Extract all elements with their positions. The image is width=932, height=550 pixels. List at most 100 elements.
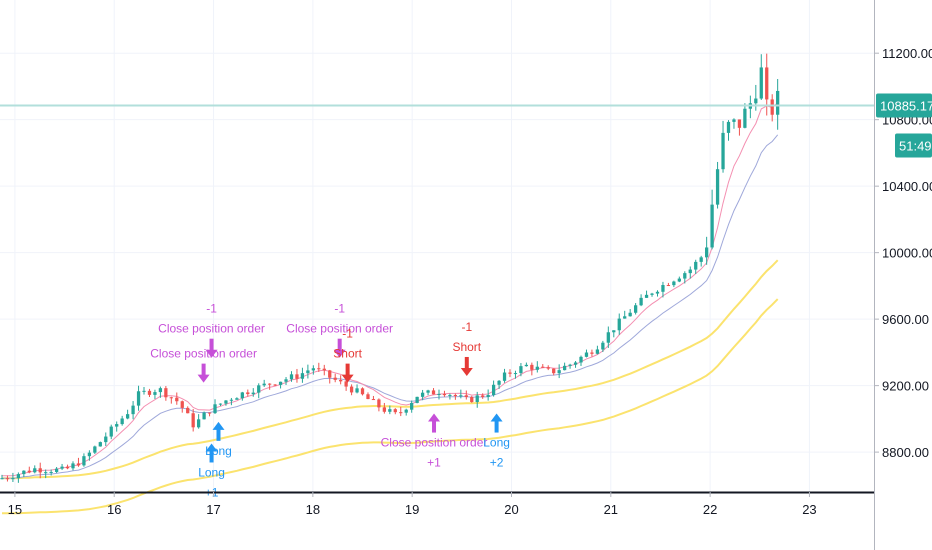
- candle-body: [235, 398, 239, 400]
- candle-body: [688, 269, 692, 274]
- candle-body: [382, 407, 387, 412]
- candle-body: [44, 472, 48, 474]
- candle-body: [481, 395, 485, 397]
- signal-qty: -1: [334, 302, 345, 316]
- candle-body: [644, 294, 649, 298]
- candle-body: [218, 403, 223, 405]
- signal-arrow-head: [197, 374, 210, 383]
- candle-body: [683, 273, 687, 279]
- candle-body: [464, 395, 468, 398]
- candle-body: [694, 261, 698, 270]
- candle-body: [153, 392, 157, 395]
- candle-body: [355, 388, 359, 393]
- candle-body: [530, 364, 534, 370]
- candle-body: [22, 470, 26, 475]
- price-axis[interactable]: 8800.00 9200.00 9600.00 10000.00 10400.00 108…: [874, 46, 932, 460]
- candle-body: [191, 413, 195, 428]
- signal-qty: -1: [206, 302, 217, 316]
- candle-body: [628, 312, 632, 317]
- candle-body: [661, 285, 665, 292]
- current-price-label: 10885.17: [880, 99, 932, 114]
- candle-body: [601, 342, 605, 350]
- candle-body: [754, 98, 758, 104]
- candle-body: [502, 372, 507, 381]
- signal-label: Close position order: [158, 322, 265, 336]
- countdown-box: [895, 133, 932, 158]
- candle-body: [38, 468, 42, 473]
- candle-body: [300, 373, 305, 379]
- candle-body: [672, 281, 676, 286]
- candle-body: [27, 470, 31, 473]
- candle-body: [131, 405, 135, 415]
- time-tick-label: 18: [306, 502, 320, 517]
- candle-body: [136, 391, 141, 406]
- candle-body: [404, 409, 408, 413]
- candle-body: [431, 390, 436, 395]
- price-tick-label: 8800.00: [882, 445, 929, 460]
- candle-body: [268, 383, 272, 385]
- candle-body: [246, 392, 250, 395]
- signal-arrow-shaft: [209, 338, 214, 351]
- candle-body: [623, 316, 627, 319]
- candle-body: [770, 99, 774, 115]
- candle-body: [98, 442, 102, 447]
- candle-body: [339, 379, 343, 382]
- candle-body: [196, 419, 201, 428]
- signal-label: Long: [198, 465, 225, 479]
- candle-body: [93, 446, 97, 453]
- signal-qty: -1: [342, 327, 353, 341]
- signal-label: Close position order: [286, 322, 393, 336]
- candle-body: [49, 471, 53, 473]
- candle-body: [759, 67, 763, 99]
- candle-body: [705, 247, 709, 258]
- candle-body: [655, 291, 660, 294]
- candle-body: [552, 368, 556, 374]
- candle-body: [76, 463, 81, 466]
- signal-label: Long: [483, 436, 510, 450]
- price-tick-label: 9600.00: [882, 312, 929, 327]
- candle-body: [568, 364, 572, 366]
- signal-arrow-shaft: [209, 450, 214, 463]
- signal-sell: Short -1: [333, 327, 363, 383]
- candle-body: [180, 401, 184, 408]
- candle-body: [420, 392, 425, 397]
- candle-body: [410, 402, 414, 410]
- signal-close: Close position order: [150, 347, 257, 383]
- time-axis[interactable]: 15 16 17 18 19 20 21 22 23: [8, 492, 817, 517]
- candle-body: [486, 394, 490, 397]
- signal-label: Close position order: [150, 347, 257, 361]
- candle-body: [459, 395, 463, 397]
- candle-body: [16, 474, 21, 479]
- candle-body: [262, 383, 266, 386]
- candle-body: [207, 412, 212, 414]
- candle-body: [699, 257, 703, 262]
- candle-body: [426, 390, 430, 393]
- candle-body: [650, 293, 654, 295]
- candle-body: [612, 330, 616, 333]
- signal-qty: -1: [461, 320, 472, 334]
- candle-body: [524, 364, 529, 367]
- signal-arrow-head: [333, 349, 346, 358]
- current-price-box: [876, 93, 932, 118]
- candle-body: [573, 362, 578, 365]
- candle-body: [169, 397, 173, 399]
- candle-body: [541, 366, 545, 368]
- signal-close: Close position order +1: [381, 413, 487, 470]
- signal-arrow-shaft: [337, 338, 342, 351]
- candle-body: [442, 393, 447, 396]
- signal-arrow-shaft: [432, 420, 437, 433]
- signal-buy: Long +2: [483, 413, 510, 470]
- candle-body: [743, 108, 747, 128]
- candle-body: [289, 374, 294, 380]
- candle-body: [765, 67, 769, 100]
- candle-body: [639, 297, 643, 306]
- signal-arrow-head: [341, 374, 354, 383]
- candle-body: [278, 381, 283, 385]
- signal-sell: Short -1: [452, 320, 482, 376]
- candle-body: [147, 390, 152, 395]
- candle-body: [125, 414, 130, 419]
- bar-countdown-label: 51:49: [899, 139, 932, 154]
- candle-body: [519, 366, 523, 374]
